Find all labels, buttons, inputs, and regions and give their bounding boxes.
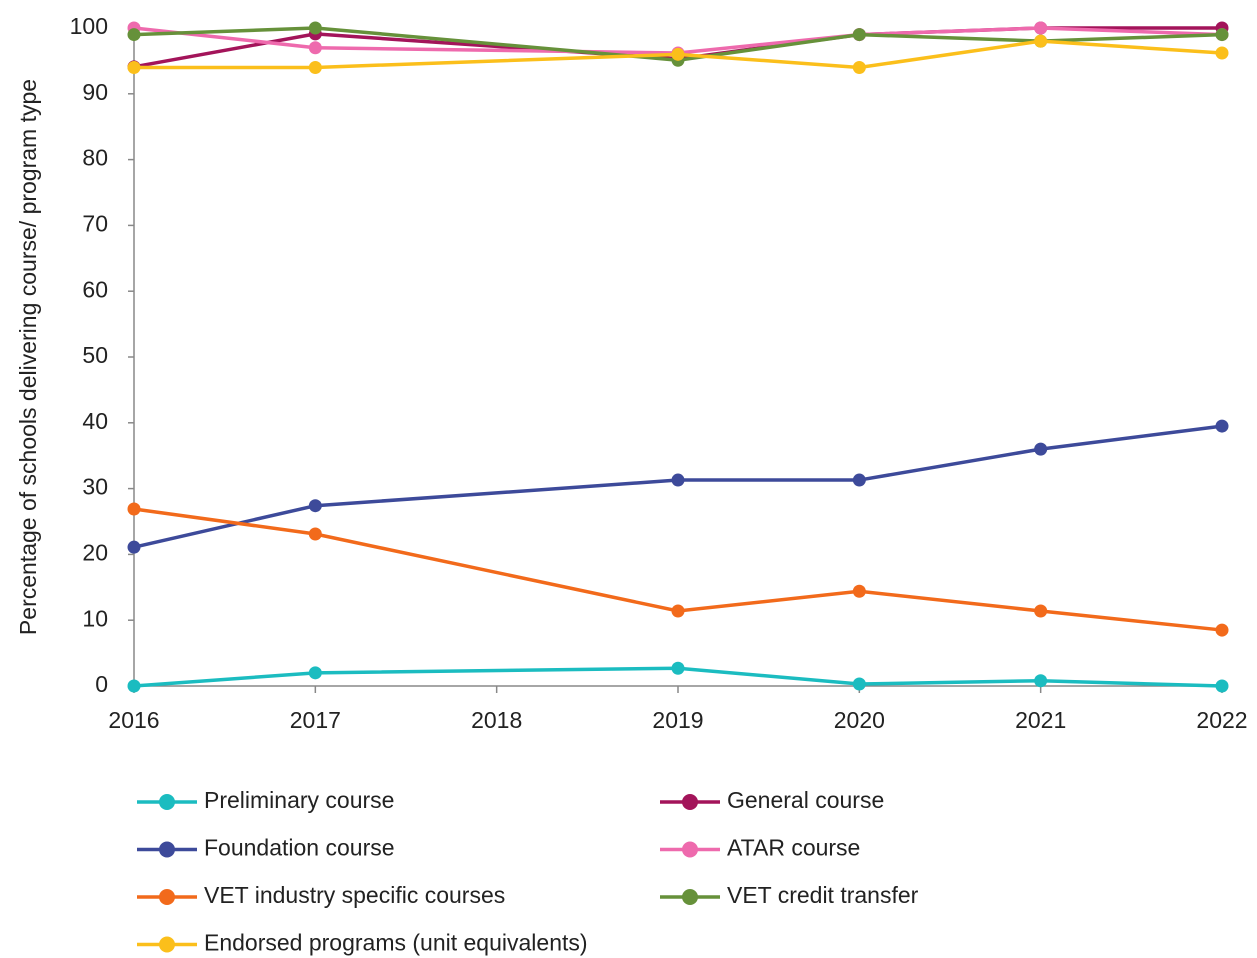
series-line: [133, 507, 1223, 632]
y-tick-label: 40: [82, 408, 108, 434]
data-point: [1215, 623, 1229, 637]
y-tick-label: 10: [82, 605, 108, 631]
data-point: [308, 60, 322, 74]
y-tick-label: 0: [95, 671, 108, 697]
legend-swatch-dot: [159, 889, 175, 905]
data-point: [852, 677, 866, 691]
data-point: [671, 661, 685, 675]
legend-swatch-dot: [159, 794, 175, 810]
x-tick-label: 2019: [652, 707, 703, 733]
legend-label: VET industry specific courses: [204, 882, 505, 908]
data-point: [127, 679, 141, 693]
data-point: [308, 499, 322, 513]
x-tick-label: 2016: [108, 707, 159, 733]
y-tick-label: 20: [82, 539, 108, 565]
data-point: [127, 60, 141, 74]
data-point: [308, 666, 322, 680]
data-point: [671, 473, 685, 487]
legend-label: Foundation course: [204, 835, 395, 861]
series-line: [133, 26, 1223, 63]
data-point: [671, 47, 685, 61]
series-line: [133, 424, 1223, 549]
y-tick-label: 60: [82, 276, 108, 302]
y-tick-label: 30: [82, 474, 108, 500]
x-tick-label: 2017: [290, 707, 341, 733]
y-axis-label: Percentage of schools delivering course/…: [15, 79, 41, 635]
series-line: [133, 666, 1223, 688]
legend-swatch-dot: [159, 841, 175, 858]
y-tick-label: 70: [82, 210, 108, 236]
data-point: [308, 527, 322, 541]
legend-label: ATAR course: [727, 835, 860, 861]
data-point: [127, 28, 141, 42]
data-point: [852, 60, 866, 74]
data-point: [1034, 442, 1048, 456]
legend-label: Preliminary course: [204, 787, 394, 813]
data-point: [1215, 419, 1229, 433]
x-tick-label: 2021: [1015, 707, 1066, 733]
y-tick-label: 90: [82, 79, 108, 105]
data-point: [1215, 679, 1229, 693]
y-tick-label: 50: [82, 342, 108, 368]
data-point: [671, 604, 685, 618]
data-point: [852, 473, 866, 487]
legend-swatch-dot: [682, 794, 698, 810]
y-tick-label: 100: [70, 13, 108, 39]
x-tick-label: 2018: [471, 707, 522, 733]
data-point: [1034, 674, 1048, 688]
data-point: [1215, 28, 1229, 42]
x-tick-label: 2022: [1196, 707, 1247, 733]
legend-swatch-dot: [159, 936, 175, 953]
data-point: [1034, 604, 1048, 618]
data-point: [1215, 46, 1229, 60]
legend-swatch-dot: [682, 841, 698, 858]
data-point: [127, 540, 141, 554]
data-point: [127, 502, 141, 516]
series-line: [134, 39, 1223, 70]
legend-swatch-dot: [682, 889, 698, 905]
x-tick-label: 2020: [834, 707, 885, 733]
data-point: [308, 41, 322, 55]
data-point: [852, 28, 866, 42]
legend-label: VET credit transfer: [727, 882, 919, 908]
data-point: [852, 584, 866, 598]
legend-label: Endorsed programs (unit equivalents): [204, 930, 588, 956]
data-point: [1034, 34, 1048, 48]
series-line: [133, 26, 1223, 55]
legend-label: General course: [727, 787, 884, 813]
data-point: [308, 21, 322, 35]
data-point: [1034, 21, 1048, 35]
y-tick-label: 80: [82, 145, 108, 171]
